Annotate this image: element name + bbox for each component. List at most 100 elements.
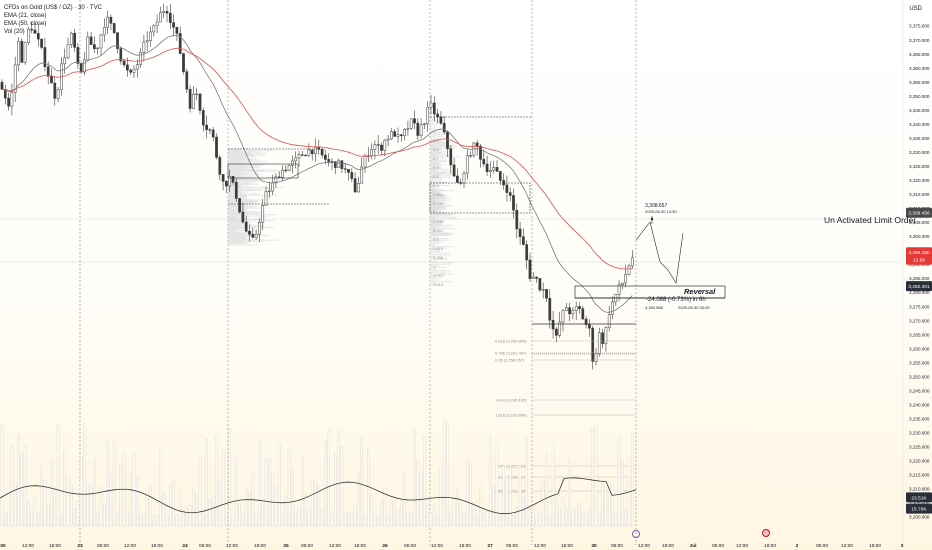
volume-bar: [139, 515, 142, 527]
volume-bar: [3, 512, 7, 527]
candle-body: [159, 12, 162, 23]
fib-left-label: 1.: [433, 129, 436, 134]
volume-bar: [20, 452, 24, 527]
volume-profile-bar: [430, 202, 447, 204]
limit-order-label[interactable]: Un Activated Limit Order: [824, 215, 917, 225]
candle-body: [119, 48, 123, 62]
candle-body: [548, 297, 552, 321]
time-tick-label: 25: [283, 543, 289, 549]
candle-body: [475, 142, 479, 147]
volume-profile-bar: [430, 214, 451, 216]
fib-left-label: 0.8: [433, 147, 439, 152]
volume-bar: [17, 434, 20, 527]
timezone-flag-icon[interactable]: [632, 530, 640, 538]
volume-bar: [390, 503, 393, 527]
candle-body: [314, 146, 317, 154]
volume-profile-bar: [228, 178, 266, 180]
economic-event-icon[interactable]: [762, 529, 770, 537]
volume-profile-bar: [430, 160, 447, 162]
legend-ema50[interactable]: EMA (50, close): [4, 21, 47, 27]
volume-bar: [53, 488, 57, 527]
candle-body: [588, 324, 591, 329]
volume-bar: [0, 424, 4, 527]
legend-volume[interactable]: Vol (20): [4, 29, 25, 35]
fib-left-label: 1.: [433, 264, 436, 269]
volume-profile-bar: [228, 183, 250, 185]
volume-bar: [522, 496, 525, 527]
candle-body: [182, 53, 185, 72]
volume-profile-bar: [228, 167, 246, 169]
volume-bar: [225, 514, 228, 527]
ema50-line: [1, 47, 633, 270]
candle-body: [370, 149, 373, 157]
candle-body: [409, 118, 413, 129]
target-dot: [650, 217, 654, 221]
volume-bar: [409, 515, 413, 527]
candle-body: [20, 41, 24, 63]
time-tick-label: 18:00: [764, 543, 776, 549]
volume-bar: [363, 515, 367, 527]
volume-profile-bar: [430, 190, 454, 192]
volume-profile-bar: [228, 169, 277, 171]
candle-body: [63, 57, 67, 65]
volume-profile-bar: [228, 232, 244, 234]
volume-profile-bar: [430, 191, 440, 193]
candle-body: [33, 29, 37, 34]
volume-bar: [310, 479, 314, 527]
volume-bar: [426, 503, 430, 527]
volume-bar: [317, 485, 321, 527]
volume-profile-bar: [430, 140, 444, 142]
volume-profile-bar: [228, 173, 249, 175]
candle-body: [96, 47, 100, 50]
candle-body: [571, 310, 575, 315]
volume-profile-bar: [430, 210, 442, 212]
time-tick-label: 18:00: [869, 543, 881, 549]
candle-body: [178, 33, 182, 54]
candle-body: [327, 159, 331, 162]
legend-ema21[interactable]: EMA (21, close): [4, 13, 47, 19]
volume-profile-bar: [430, 226, 438, 228]
volume-profile-bar: [430, 183, 435, 185]
volume-profile-bar: [430, 191, 436, 193]
volume-profile-bar: [430, 246, 456, 248]
volume-bar: [261, 503, 265, 527]
price-tick-label: 3,245.000: [909, 388, 930, 393]
volume-profile-bar: [228, 156, 247, 158]
candle-body: [248, 231, 251, 235]
volume-profile-bar: [228, 178, 257, 180]
legend-symbol[interactable]: CFDs on Gold (US$ / OZ) · 30 · TVC: [4, 5, 102, 11]
volume-bar: [168, 485, 172, 527]
volume-bar: [244, 488, 248, 527]
volume-profile-bar: [430, 138, 441, 140]
volume-bar: [376, 515, 380, 527]
volume-bar: [271, 473, 274, 527]
volume-bar: [281, 514, 284, 527]
volume-profile-bar: [430, 268, 436, 270]
volume-profile-bar: [430, 167, 442, 169]
volume-bar: [182, 510, 185, 527]
volume-profile-bar: [430, 206, 442, 208]
candle-body: [287, 165, 291, 171]
volume-profile-bar: [228, 236, 254, 238]
time-tick-label: 12:00: [124, 543, 136, 549]
volume-profile-bar: [430, 232, 453, 234]
volume-profile-bar: [430, 182, 449, 184]
price-tick-label: 3,205.000: [909, 501, 930, 506]
volume-bar: [205, 439, 208, 527]
price-tick-label: 3,300.000: [909, 234, 930, 239]
price-tag-label: 23.51K: [911, 495, 927, 501]
currency-label: USD: [909, 6, 922, 12]
volume-profile-bar: [228, 228, 247, 230]
volume-profile-bar: [430, 197, 451, 199]
price-tick-label: 3,355.000: [909, 80, 930, 85]
candle-body: [502, 180, 505, 186]
candle-body: [205, 124, 208, 130]
volume-bar: [294, 510, 298, 527]
candle-body: [442, 123, 446, 133]
volume-bar: [548, 515, 552, 527]
volume-profile-bar: [430, 206, 444, 208]
volume-bar: [188, 505, 192, 527]
reversal-label[interactable]: Reversal: [684, 287, 716, 296]
